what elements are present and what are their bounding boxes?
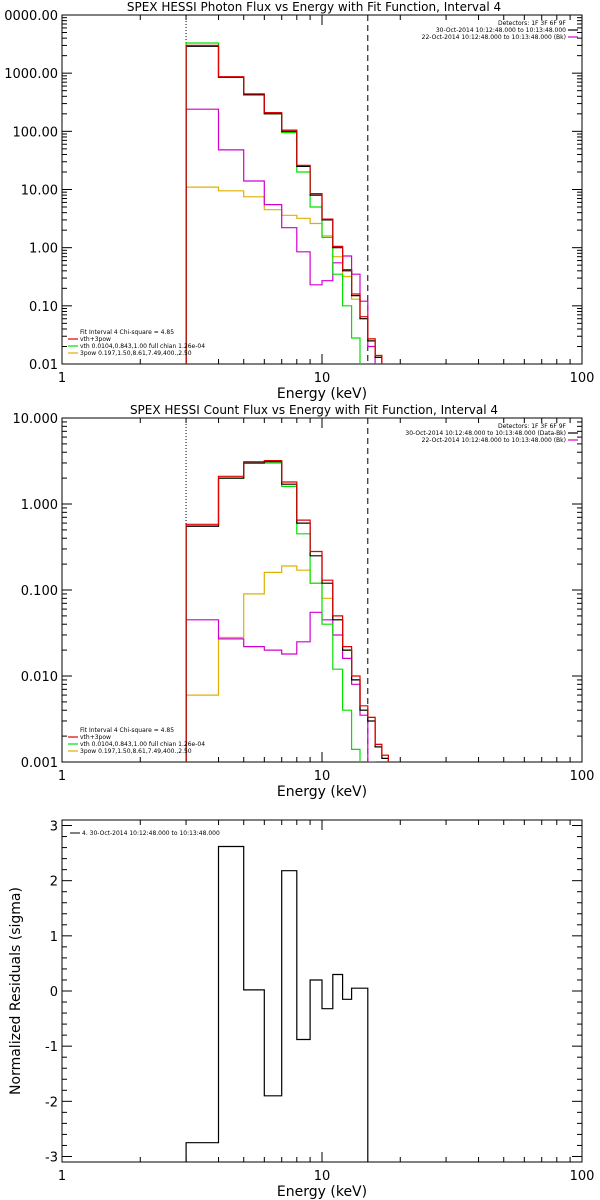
series-line-total bbox=[185, 461, 389, 762]
series-group bbox=[185, 460, 389, 762]
x-axis-label: Energy (keV) bbox=[277, 386, 367, 402]
y-tick-label: 100.00 bbox=[13, 125, 59, 140]
legend-right-entry: 30-Oct-2014 10:12:48.000 to 10:13:48.000… bbox=[405, 430, 566, 437]
y-tick-label: 0000.00 bbox=[4, 9, 58, 24]
series-line-vth_plus_3pow bbox=[185, 44, 389, 364]
legend-entry: vth 0.0104,0.843,1.00 full chian 1.26e-0… bbox=[80, 343, 205, 350]
y-tick-label: 1000.00 bbox=[4, 67, 58, 82]
series-group bbox=[185, 42, 389, 364]
legend-right-entry: 30-Oct-2014 10:12:48.000 to 10:13:48.000 bbox=[436, 27, 566, 34]
y-tick-label: 1.000 bbox=[21, 498, 58, 513]
legend-entry: vth+3pow bbox=[80, 336, 111, 343]
panels: SPEX HESSI Photon Flux vs Energy with Fi… bbox=[4, 0, 594, 1200]
legend-entry: vth+3pow bbox=[80, 734, 111, 741]
y-tick-label: 0.100 bbox=[21, 584, 58, 599]
y-tick-label: 2 bbox=[50, 875, 58, 890]
legend-entry: 4. 30-Oct-2014 10:12:48.000 to 10:13:48.… bbox=[82, 830, 220, 837]
x-axis-label: Energy (keV) bbox=[277, 784, 367, 800]
legend-entry: 3pow 0.197,1.50,8.61,7.49,400.,2.50 bbox=[80, 350, 192, 357]
y-tick-label: 10.000 bbox=[13, 412, 59, 427]
y-tick-label: 3 bbox=[50, 820, 58, 835]
y-tick-label: 0.001 bbox=[21, 756, 58, 771]
x-tick-label: 100 bbox=[570, 769, 595, 784]
series-group bbox=[185, 845, 369, 1162]
y-tick-label: 10.00 bbox=[21, 184, 58, 199]
legend-entry: 3pow 0.197,1.50,8.61,7.49,400.,2.50 bbox=[80, 748, 192, 755]
series-line-bk bbox=[185, 108, 376, 364]
chart-title: SPEX HESSI Photon Flux vs Energy with Fi… bbox=[127, 0, 501, 14]
x-tick-label: 1 bbox=[58, 769, 66, 784]
legend-entry: Fit Interval 4 Chi-square = 4.85 bbox=[80, 329, 174, 336]
legend-right-entry: 22-Oct-2014 10:12:48.000 to 10:13:48.000… bbox=[422, 34, 566, 41]
y-tick-label: -1 bbox=[45, 1040, 58, 1055]
y-tick-label: 0 bbox=[50, 985, 58, 1000]
y-axis-label: Normalized Residuals (sigma) bbox=[8, 887, 24, 1095]
y-tick-label: 0.10 bbox=[29, 300, 58, 315]
x-tick-label: 10 bbox=[314, 1169, 331, 1184]
y-tick-label: -2 bbox=[45, 1095, 58, 1110]
y-tick-label: 1 bbox=[50, 930, 58, 945]
legend-entry: Fit Interval 4 Chi-square = 4.85 bbox=[80, 727, 174, 734]
x-tick-label: 10 bbox=[314, 769, 331, 784]
legend-entry: vth 0.0104,0.843,1.00 full chian 1.26e-0… bbox=[80, 741, 205, 748]
series-line-total bbox=[185, 845, 369, 1162]
y-tick-label: 0.01 bbox=[29, 358, 58, 373]
legend-right-entry: Detectors: 1F 3F 6F 9F bbox=[498, 423, 567, 430]
y-tick-label: 0.010 bbox=[21, 670, 58, 685]
legend-right-entry: 22-Oct-2014 10:12:48.000 to 10:13:48.000… bbox=[422, 437, 566, 444]
x-tick-label: 1 bbox=[58, 1169, 66, 1184]
chart-panel-residuals: 1 10 100 -3 -2 -1 0 1 2 3 Energy (keV) Normalized R… bbox=[8, 819, 595, 1200]
x-axis-label: Energy (keV) bbox=[277, 1184, 367, 1200]
x-tick-label: 100 bbox=[570, 1169, 595, 1184]
series-line-vth_plus_3pow bbox=[185, 460, 389, 762]
y-tick-label: -3 bbox=[45, 1150, 58, 1165]
chart-title: SPEX HESSI Count Flux vs Energy with Fit… bbox=[130, 403, 498, 417]
y-tick-label: 1.00 bbox=[29, 242, 58, 257]
x-tick-label: 10 bbox=[314, 371, 331, 386]
legend-right-entry: Detectors: 1F 3F 6F 9F bbox=[498, 20, 567, 27]
x-tick-label: 100 bbox=[570, 371, 595, 386]
chart-panel-count-flux: SPEX HESSI Count Flux vs Energy with Fit… bbox=[13, 403, 595, 800]
chart-panel-photon-flux: SPEX HESSI Photon Flux vs Energy with Fi… bbox=[4, 0, 594, 402]
x-tick-label: 1 bbox=[58, 371, 66, 386]
